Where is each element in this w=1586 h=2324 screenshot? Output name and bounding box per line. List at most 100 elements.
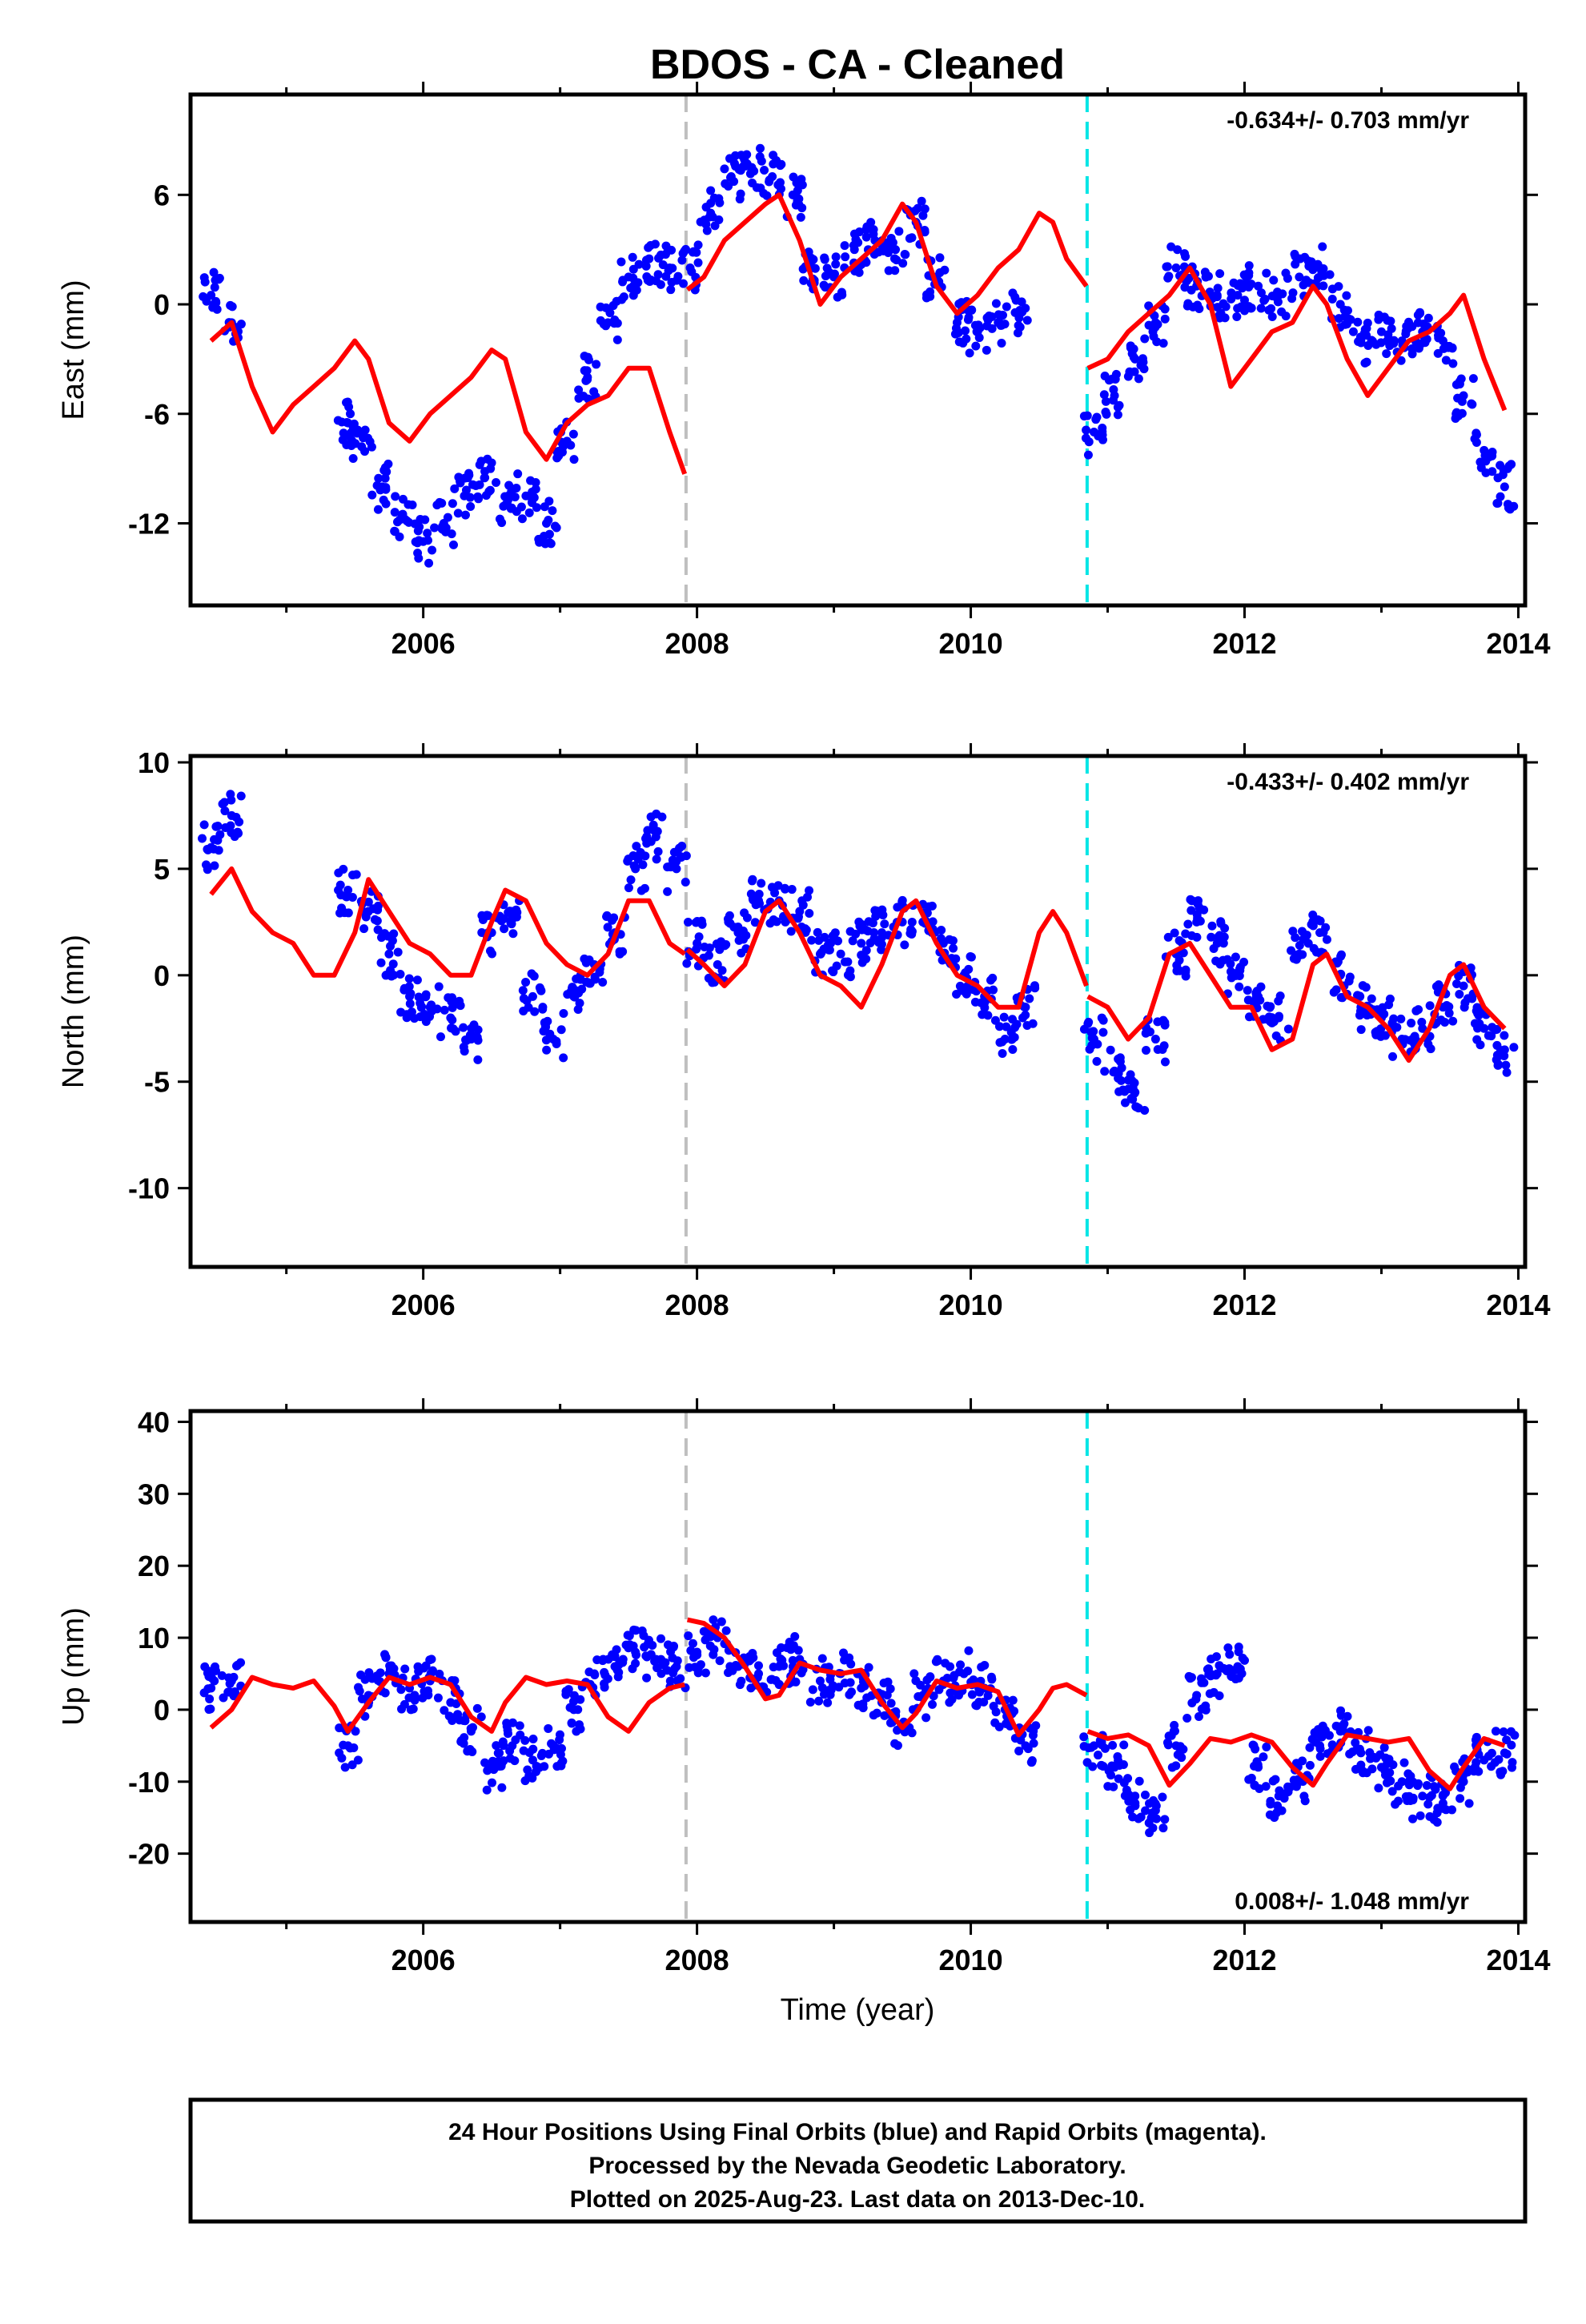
data-point: [1305, 1760, 1315, 1770]
data-point: [541, 1035, 551, 1045]
data-point: [550, 521, 560, 531]
data-point: [926, 1672, 935, 1682]
data-point: [502, 1719, 512, 1728]
data-point: [1207, 932, 1216, 942]
data-point: [199, 1688, 209, 1698]
data-point: [402, 516, 412, 525]
data-point: [492, 477, 501, 487]
data-point: [623, 1630, 632, 1640]
data-point: [488, 1778, 497, 1787]
data-point: [552, 447, 562, 456]
data-point: [359, 924, 369, 934]
data-point: [1213, 303, 1223, 312]
data-point: [373, 925, 383, 935]
data-point: [955, 1667, 965, 1677]
data-point: [1028, 1731, 1038, 1740]
data-point: [656, 279, 665, 289]
x-tick-label: 2012: [1212, 1944, 1276, 1976]
data-point: [986, 1672, 996, 1682]
data-point: [1506, 1727, 1516, 1736]
data-point: [473, 1035, 483, 1045]
data-point: [677, 255, 687, 265]
data-point: [997, 338, 1006, 348]
data-point: [1256, 982, 1266, 991]
data-point: [854, 227, 864, 237]
data-point: [663, 887, 673, 896]
data-point: [480, 473, 489, 483]
data-point: [1429, 1815, 1439, 1824]
data-point: [573, 1005, 583, 1015]
data-point: [684, 1631, 693, 1641]
data-point: [404, 500, 413, 509]
data-point: [1362, 324, 1371, 333]
data-point: [1456, 1783, 1465, 1792]
y-tick-label: -12: [128, 507, 170, 540]
data-point: [1211, 1671, 1221, 1680]
data-point: [1315, 1751, 1325, 1761]
y-tick-label: 0: [154, 1694, 170, 1727]
data-point: [1394, 1781, 1403, 1791]
data-point: [336, 891, 346, 900]
data-point: [1295, 940, 1304, 950]
data-point: [1336, 1706, 1346, 1715]
data-point: [1114, 1073, 1123, 1083]
data-point: [449, 540, 459, 549]
data-point: [397, 1704, 407, 1714]
data-point: [1389, 336, 1399, 345]
data-point: [978, 1010, 987, 1019]
data-point: [900, 940, 909, 950]
data-point: [1374, 315, 1383, 324]
data-point: [1027, 1756, 1037, 1766]
data-point: [704, 951, 713, 960]
data-point: [1308, 917, 1318, 927]
data-point: [830, 928, 840, 938]
data-point: [1376, 327, 1386, 336]
data-point: [1494, 1060, 1504, 1070]
data-point: [1299, 280, 1308, 290]
data-point: [1309, 943, 1319, 953]
data-point: [202, 296, 211, 306]
data-point: [1438, 1790, 1447, 1799]
data-point: [1481, 468, 1491, 477]
data-point: [466, 502, 476, 512]
data-point: [972, 1701, 982, 1711]
data-point: [559, 1008, 568, 1018]
data-point: [477, 911, 487, 920]
data-point: [512, 507, 521, 517]
data-point: [1275, 1786, 1284, 1795]
data-point: [1204, 1664, 1214, 1674]
data-point: [343, 908, 353, 918]
data-point: [475, 460, 484, 469]
data-point: [857, 958, 867, 967]
data-point: [750, 918, 760, 927]
data-point: [807, 935, 817, 945]
data-point: [1235, 982, 1244, 991]
data-point: [1113, 1752, 1122, 1762]
data-point: [1186, 285, 1196, 295]
data-point: [1194, 1712, 1203, 1722]
data-point: [1327, 1740, 1337, 1750]
data-point: [500, 924, 509, 934]
panel-up: 2006 2008 2010 2012 2014 -20 -10 0 10 20 30 40 Up (m…: [57, 1398, 1550, 1976]
plot-frame: [188, 1409, 1528, 1924]
data-point: [1153, 1017, 1162, 1027]
data-point: [375, 1668, 385, 1678]
data-point: [793, 914, 803, 923]
data-point: [936, 934, 946, 943]
data-point: [745, 169, 755, 179]
data-point: [1270, 1813, 1279, 1823]
data-point: [1229, 278, 1239, 287]
data-point: [1019, 1002, 1029, 1011]
data-point: [471, 481, 480, 491]
data-point: [1106, 1771, 1116, 1780]
x-tick-label: 2010: [939, 1944, 1003, 1976]
data-point: [1396, 1014, 1406, 1023]
data-point: [927, 901, 937, 911]
data-point: [681, 878, 690, 887]
data-point: [1371, 1030, 1381, 1039]
data-point: [405, 999, 415, 1008]
data-point: [430, 523, 440, 533]
data-point: [736, 189, 745, 199]
data-point: [1305, 1743, 1315, 1752]
data-point: [666, 862, 676, 872]
